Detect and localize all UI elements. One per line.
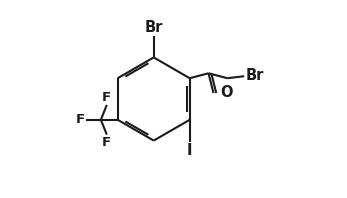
Text: I: I <box>187 143 193 158</box>
Text: F: F <box>102 91 111 104</box>
Text: O: O <box>220 85 232 100</box>
Text: Br: Br <box>144 20 163 35</box>
Text: F: F <box>102 136 111 149</box>
Text: F: F <box>76 113 85 126</box>
Text: Br: Br <box>245 68 263 83</box>
